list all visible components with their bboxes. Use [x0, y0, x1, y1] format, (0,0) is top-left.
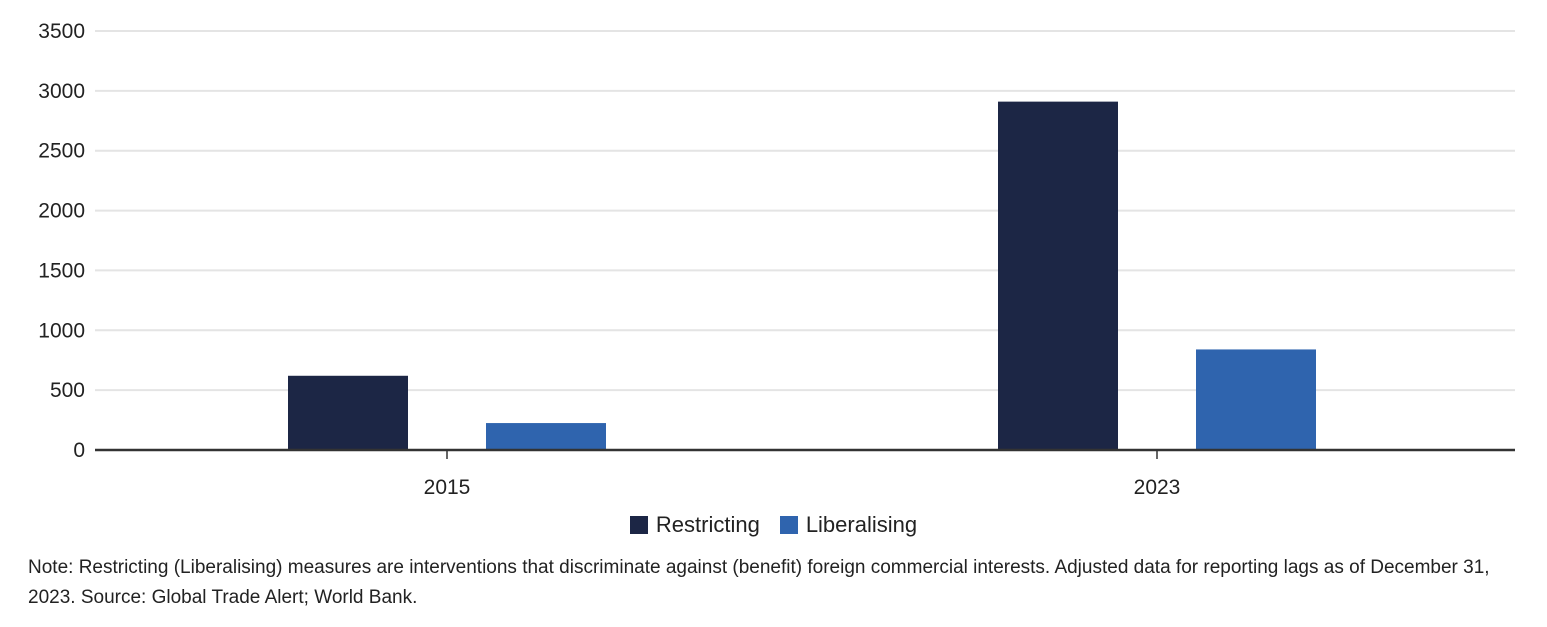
y-tick-label: 1000 — [38, 319, 85, 342]
bar-chart: 0 500 1000 1500 2000 2500 3000 3500 2015 2023 — [38, 20, 1515, 499]
legend-item-liberalising: Liberalising — [779, 512, 918, 538]
y-tick-label: 2500 — [38, 140, 85, 163]
x-tick-label: 2023 — [1134, 476, 1181, 499]
y-axis-ticks: 0 500 1000 1500 2000 2500 3000 3500 — [38, 20, 85, 462]
y-tick-label: 1500 — [38, 259, 85, 282]
y-tick-label: 0 — [73, 439, 85, 462]
bars — [288, 101, 1316, 450]
y-tick-label: 500 — [50, 379, 85, 402]
y-tick-label: 3000 — [38, 80, 85, 103]
x-tick-label: 2015 — [424, 476, 471, 499]
legend-swatch-restricting — [629, 516, 648, 534]
bar-restricting-2023 — [998, 101, 1118, 450]
chart-note: Note: Restricting (Liberalising) measure… — [28, 557, 1490, 608]
legend-item-restricting: Restricting — [629, 512, 760, 538]
chart-plot: 0 500 1000 1500 2000 2500 3000 3500 2015 2023 — [38, 20, 1515, 499]
y-tick-label: 2000 — [38, 200, 85, 223]
x-axis-ticks: 2015 2023 — [424, 450, 1181, 499]
bar-liberalising-2023 — [1196, 349, 1316, 450]
gridlines — [95, 30, 1515, 392]
legend-label-restricting: Restricting — [655, 512, 760, 537]
bar-liberalising-2015 — [486, 423, 606, 450]
y-tick-label: 3500 — [38, 20, 85, 43]
bar-restricting-2015 — [288, 375, 408, 450]
legend-swatch-liberalising — [779, 516, 798, 534]
chart-legend: Restricting Liberalising — [0, 512, 1547, 538]
legend-label-liberalising: Liberalising — [805, 512, 918, 537]
